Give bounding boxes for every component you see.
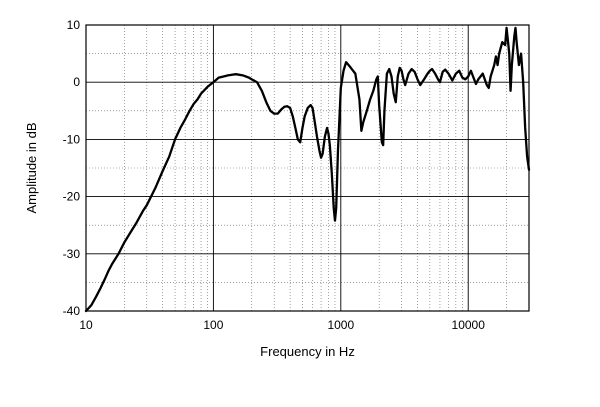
- plot-frame: [85, 24, 530, 312]
- y-tick-label: 0: [73, 75, 80, 89]
- major-grid: [86, 25, 529, 311]
- x-tick-label: 10: [79, 318, 93, 332]
- x-tick-label: 100: [203, 318, 223, 332]
- y-axis-label: Amplitude in dB: [24, 122, 39, 213]
- y-tick-label: -30: [63, 247, 81, 261]
- minor-grid: [86, 25, 530, 311]
- y-tick-label: -40: [63, 304, 81, 318]
- x-axis-label: Frequency in Hz: [260, 344, 355, 359]
- x-tick-label: 1000: [327, 318, 354, 332]
- y-tick-label: -20: [63, 190, 81, 204]
- y-tick-label: 10: [67, 18, 81, 32]
- series-layer: [84, 26, 531, 313]
- x-tick-label: 10000: [452, 318, 486, 332]
- series-line-0: [84, 26, 531, 313]
- y-tick-labels: 10 0 -10 -20 -30 -40: [63, 18, 81, 318]
- x-tick-labels: 10 100 1000 10000: [79, 318, 485, 332]
- y-tick-label: -10: [63, 132, 81, 146]
